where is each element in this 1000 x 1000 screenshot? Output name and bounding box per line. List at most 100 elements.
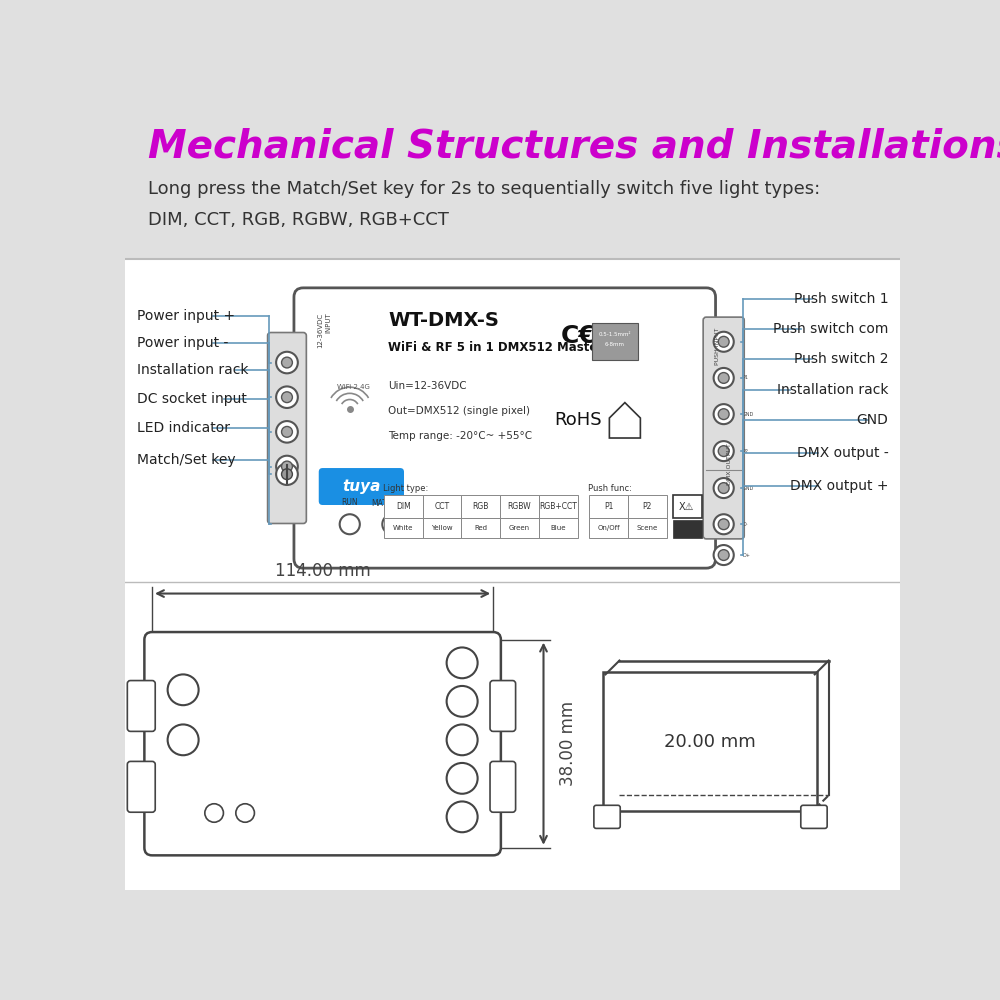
Text: Uin=12-36VDC: Uin=12-36VDC: [388, 381, 467, 391]
Text: Temp range: -20°C~ +55°C: Temp range: -20°C~ +55°C: [388, 431, 533, 441]
Text: P2: P2: [743, 449, 749, 454]
FancyBboxPatch shape: [628, 518, 667, 538]
Circle shape: [276, 456, 298, 477]
Text: WiFi 2.4G: WiFi 2.4G: [337, 384, 370, 390]
Text: DMX output +: DMX output +: [790, 479, 888, 493]
Text: Light type:: Light type:: [383, 484, 428, 493]
Circle shape: [714, 545, 734, 565]
Circle shape: [276, 352, 298, 373]
Circle shape: [282, 469, 292, 480]
Bar: [125, 259, 900, 586]
Text: D+: D+: [743, 553, 751, 558]
Circle shape: [447, 647, 478, 678]
Circle shape: [282, 426, 292, 437]
FancyBboxPatch shape: [127, 681, 155, 731]
Text: DMX OUTPUT: DMX OUTPUT: [727, 443, 732, 485]
Text: Push switch com: Push switch com: [773, 322, 888, 336]
Text: WT-DMX-S: WT-DMX-S: [388, 311, 499, 330]
Text: RUN: RUN: [341, 498, 358, 507]
FancyBboxPatch shape: [423, 518, 461, 538]
Text: CCT: CCT: [434, 502, 450, 511]
Text: Mechanical Structures and Installations: Mechanical Structures and Installations: [148, 128, 1000, 166]
Text: Power input +: Power input +: [137, 309, 235, 323]
Circle shape: [714, 441, 734, 461]
FancyBboxPatch shape: [673, 520, 702, 538]
Text: D-: D-: [743, 522, 748, 527]
FancyBboxPatch shape: [319, 468, 404, 505]
FancyBboxPatch shape: [384, 518, 423, 538]
Text: Match/Set key: Match/Set key: [137, 453, 235, 467]
Circle shape: [714, 404, 734, 424]
Circle shape: [718, 519, 729, 530]
Circle shape: [276, 421, 298, 443]
Circle shape: [382, 514, 402, 534]
FancyBboxPatch shape: [500, 518, 539, 538]
Text: LED indicator: LED indicator: [137, 421, 230, 435]
Circle shape: [714, 478, 734, 498]
FancyBboxPatch shape: [673, 495, 702, 518]
FancyBboxPatch shape: [500, 495, 539, 518]
Text: 6-8mm: 6-8mm: [605, 342, 625, 347]
Text: DC socket input: DC socket input: [137, 392, 246, 406]
FancyBboxPatch shape: [592, 323, 638, 360]
Circle shape: [282, 392, 292, 403]
FancyBboxPatch shape: [490, 681, 516, 731]
FancyBboxPatch shape: [539, 518, 578, 538]
Text: X⚠: X⚠: [679, 502, 695, 512]
Text: DMX output -: DMX output -: [797, 446, 888, 460]
Circle shape: [168, 674, 199, 705]
Text: Push switch 1: Push switch 1: [794, 292, 888, 306]
Circle shape: [276, 463, 298, 485]
Text: RGBW: RGBW: [508, 502, 531, 511]
Circle shape: [718, 336, 729, 347]
Circle shape: [714, 368, 734, 388]
Text: P1: P1: [604, 502, 613, 511]
Text: Push switch 2: Push switch 2: [794, 352, 888, 366]
Text: C€: C€: [560, 324, 596, 348]
FancyBboxPatch shape: [268, 333, 306, 523]
Circle shape: [340, 514, 360, 534]
Circle shape: [718, 373, 729, 383]
Polygon shape: [609, 403, 640, 438]
Circle shape: [447, 763, 478, 794]
FancyBboxPatch shape: [461, 518, 500, 538]
Text: DIM: DIM: [396, 502, 411, 511]
Text: 20.00 mm: 20.00 mm: [664, 733, 756, 751]
Text: GND: GND: [856, 413, 888, 427]
Text: RGB+CCT: RGB+CCT: [539, 502, 577, 511]
Text: GND: GND: [743, 486, 754, 491]
Bar: [125, 582, 900, 890]
Text: Yellow: Yellow: [431, 525, 453, 531]
Circle shape: [282, 461, 292, 472]
Text: P2: P2: [643, 502, 652, 511]
Text: Green: Green: [509, 525, 530, 531]
FancyBboxPatch shape: [589, 518, 628, 538]
Text: Out=DMX512 (single pixel): Out=DMX512 (single pixel): [388, 406, 530, 416]
Text: RGB: RGB: [473, 502, 489, 511]
Circle shape: [447, 724, 478, 755]
Text: Long press the Match/Set key for 2s to sequentially switch five light types:: Long press the Match/Set key for 2s to s…: [148, 180, 820, 198]
Text: Installation rack: Installation rack: [137, 363, 248, 377]
Text: tuya: tuya: [342, 479, 381, 494]
Text: 38.00 mm: 38.00 mm: [559, 701, 577, 786]
FancyBboxPatch shape: [539, 495, 578, 518]
Text: On/Off: On/Off: [597, 525, 620, 531]
Text: GND: GND: [743, 412, 754, 417]
FancyBboxPatch shape: [127, 761, 155, 812]
Text: 0.5-1.5mm²: 0.5-1.5mm²: [598, 332, 631, 337]
Text: White: White: [393, 525, 413, 531]
FancyBboxPatch shape: [603, 672, 817, 811]
FancyBboxPatch shape: [490, 761, 516, 812]
Text: Push func:: Push func:: [588, 484, 632, 493]
Circle shape: [714, 332, 734, 352]
Circle shape: [718, 550, 729, 560]
Circle shape: [714, 514, 734, 534]
FancyBboxPatch shape: [144, 632, 501, 855]
Circle shape: [447, 801, 478, 832]
Text: DIM, CCT, RGB, RGBW, RGB+CCT: DIM, CCT, RGB, RGBW, RGB+CCT: [148, 211, 449, 229]
Circle shape: [718, 446, 729, 456]
FancyBboxPatch shape: [801, 805, 827, 828]
Circle shape: [205, 804, 223, 822]
Text: PUSH INPUT: PUSH INPUT: [715, 328, 720, 365]
Text: Installation rack: Installation rack: [777, 382, 888, 396]
